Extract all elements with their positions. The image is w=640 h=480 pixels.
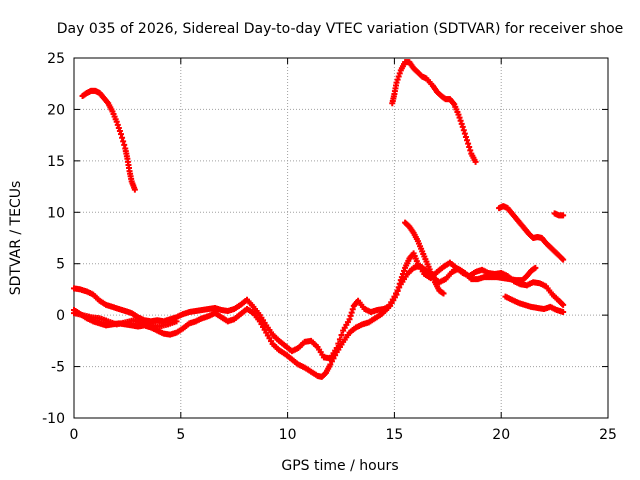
- y-tick-label: 0: [56, 308, 65, 324]
- data-point: [347, 312, 354, 319]
- series-arc-high-evening: [496, 203, 567, 263]
- data-point: [465, 140, 472, 147]
- chart-title: Day 035 of 2026, Sidereal Day-to-day VTE…: [57, 21, 624, 37]
- data-point: [532, 264, 539, 271]
- x-tick-label: 25: [599, 427, 617, 443]
- x-tick-label: 5: [176, 427, 185, 443]
- data-point: [346, 316, 353, 323]
- data-points: [71, 59, 567, 380]
- data-point: [120, 138, 127, 145]
- x-tick-label: 10: [279, 427, 297, 443]
- data-point: [458, 120, 465, 127]
- data-point: [560, 301, 567, 308]
- data-point: [440, 290, 447, 297]
- data-point: [117, 131, 124, 138]
- data-point: [560, 212, 567, 219]
- data-point: [131, 186, 138, 193]
- data-point: [401, 267, 408, 274]
- series-arc-peak-afternoon: [402, 219, 447, 297]
- data-point: [173, 318, 180, 325]
- data-point: [459, 123, 466, 130]
- data-point: [394, 287, 401, 294]
- y-tick-label: -10: [42, 411, 65, 427]
- data-point: [328, 358, 335, 365]
- series-arc-lower-tail: [71, 310, 180, 330]
- data-point: [395, 73, 402, 80]
- series-arc-high-early: [79, 87, 138, 193]
- grid-lines: [74, 58, 608, 418]
- series-arc-high-afternoon: [389, 59, 479, 165]
- series-arc-evening-lower: [502, 293, 567, 316]
- data-point: [394, 76, 401, 83]
- data-point: [464, 137, 471, 144]
- data-point: [467, 147, 474, 154]
- data-point: [460, 127, 467, 134]
- data-point: [393, 290, 400, 297]
- x-tick-label: 20: [492, 427, 510, 443]
- data-point: [391, 293, 398, 300]
- data-point: [116, 128, 123, 135]
- data-point: [472, 158, 479, 165]
- tick-labels: 0 5 10 15 20 25 -10 -5 0 5 10 15 20 25: [42, 51, 617, 443]
- data-point: [349, 306, 356, 313]
- x-axis-label: GPS time / hours: [281, 458, 398, 474]
- data-point: [338, 331, 345, 338]
- data-point: [456, 114, 463, 121]
- plot-frame: [73, 57, 609, 419]
- x-tick-label: 0: [70, 427, 79, 443]
- data-point: [113, 118, 120, 125]
- y-tick-label: -5: [51, 360, 65, 376]
- data-point: [327, 361, 334, 368]
- series-arc-main-upper: [71, 250, 567, 362]
- series-fragment-evening: [551, 210, 567, 219]
- data-point: [396, 70, 403, 77]
- data-point: [119, 134, 126, 141]
- data-point: [396, 284, 403, 291]
- x-tick-label: 15: [385, 427, 403, 443]
- y-tick-label: 20: [47, 102, 65, 118]
- data-point: [348, 309, 355, 316]
- data-point: [560, 256, 567, 263]
- y-tick-label: 10: [47, 205, 65, 221]
- data-point: [462, 133, 469, 140]
- y-axis-label: SDTVAR / TECUs: [8, 181, 24, 296]
- data-point: [393, 79, 400, 86]
- y-tick-label: 15: [47, 154, 65, 170]
- data-point: [560, 309, 567, 316]
- data-point: [115, 124, 122, 131]
- data-point: [121, 141, 128, 148]
- y-tick-label: 5: [56, 257, 65, 273]
- data-point: [332, 352, 339, 359]
- data-point: [457, 117, 464, 124]
- data-point: [461, 130, 468, 137]
- data-point: [466, 143, 473, 150]
- y-tick-label: 25: [47, 51, 65, 67]
- data-point: [330, 355, 337, 362]
- data-point: [455, 111, 462, 118]
- data-point: [114, 121, 121, 128]
